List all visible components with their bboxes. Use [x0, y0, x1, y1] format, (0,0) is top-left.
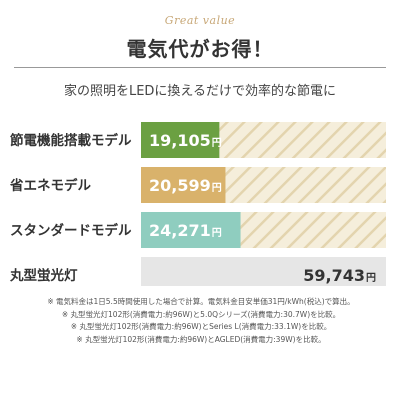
category-label: 節電機能搭載モデル: [10, 132, 132, 149]
footnote: ※ 丸型蛍光灯102形(消費電力:約96W)とSeries L(消費電力:33.…: [70, 322, 332, 331]
value-label: 19,105円: [149, 131, 222, 150]
value-number: 20,599: [149, 176, 211, 195]
subtitle: 家の照明をLEDに換えるだけで効率的な節電に: [63, 84, 337, 99]
footnote: ※ 丸型蛍光灯102形(消費電力:約96W)と5.0Qシリーズ(消費電力:30.…: [61, 309, 341, 319]
value-unit: 円: [212, 182, 222, 194]
value-label: 20,599円: [149, 176, 222, 195]
value-number: 59,743: [303, 266, 365, 285]
value-number: 19,105: [149, 131, 211, 150]
value-label: 59,743円: [303, 266, 376, 285]
value-number: 24,271: [149, 221, 211, 240]
value-unit: 円: [366, 272, 376, 284]
value-unit: 円: [212, 227, 222, 239]
bar: [141, 122, 220, 158]
value-unit: 円: [212, 137, 222, 149]
tagline: Great value: [164, 14, 236, 27]
footnote: ※ 電気料金は1日5.5時間使用した場合で計算。電気料金目安単価31円/kWh(…: [47, 297, 355, 306]
category-label: スタンダードモデル: [10, 222, 132, 239]
bar: [141, 212, 241, 248]
footnote: ※ 丸型蛍光灯102形(消費電力:約96W)とAGLED(消費電力:39W)を比…: [76, 334, 326, 344]
title-divider: [14, 67, 386, 68]
footnotes: ※ 電気料金は1日5.5時間使用した場合で計算。電気料金目安単価31円/kWh(…: [8, 296, 394, 346]
value-label: 24,271円: [149, 221, 222, 240]
page-title: 電気代がお得！: [126, 37, 274, 61]
category-label: 丸型蛍光灯: [9, 267, 78, 284]
category-label: 省エネモデル: [9, 177, 91, 194]
bar: [141, 167, 226, 203]
bar: [141, 257, 386, 286]
